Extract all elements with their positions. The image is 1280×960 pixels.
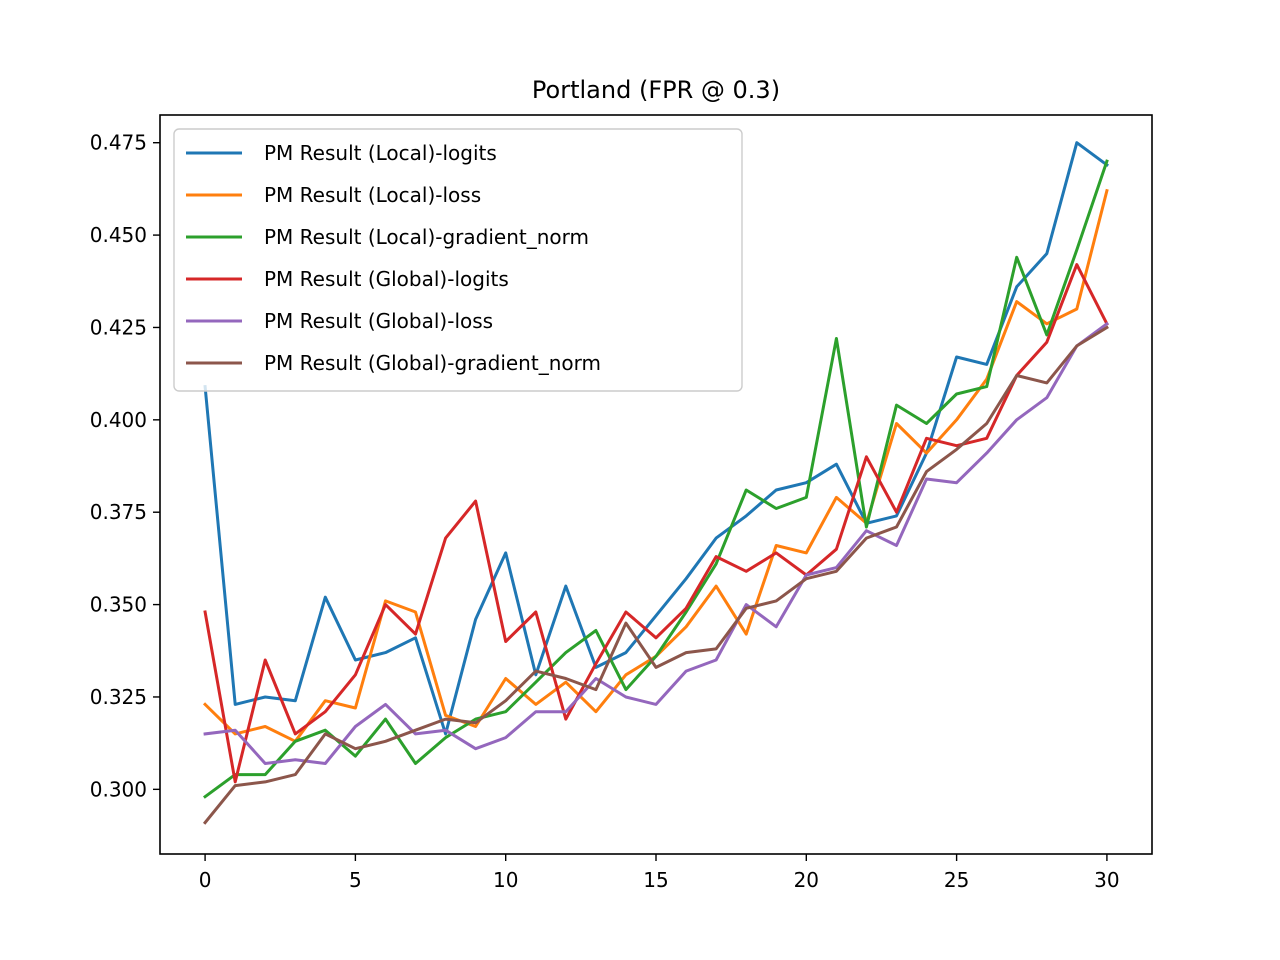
series-line-6 — [202, 325, 1109, 825]
y-tick-label: 0.400 — [90, 408, 147, 432]
legend: PM Result (Local)-logits PM Result (Local… — [173, 128, 743, 392]
series-line-1 — [203, 141, 1109, 736]
y-tick-label: 0.300 — [90, 777, 147, 801]
y-tick-label: 0.425 — [90, 315, 147, 339]
x-tick-label: 10 — [493, 868, 518, 892]
y-tick-label: 0.350 — [90, 593, 147, 617]
series-line-5 — [203, 321, 1109, 765]
series-line-3 — [203, 159, 1109, 799]
x-tick-label: 25 — [944, 868, 969, 892]
series-line-4 — [203, 263, 1109, 784]
legend-label-4: PM Result (Global)-logits — [264, 267, 509, 291]
y-tick-label: 0.450 — [90, 223, 147, 247]
legend-label-1: PM Result (Local)-logits — [264, 141, 497, 165]
chart-title: Portland (FPR @ 0.3) — [532, 76, 780, 104]
series-layer — [202, 141, 1109, 825]
y-tick-label: 0.325 — [90, 685, 147, 709]
x-tick-label: 30 — [1094, 868, 1119, 892]
legend-label-5: PM Result (Global)-loss — [264, 309, 493, 333]
x-tick-label: 0 — [199, 868, 212, 892]
legend-label-6: PM Result (Global)-gradient_norm — [264, 351, 601, 375]
legend-label-2: PM Result (Local)-loss — [264, 183, 481, 207]
x-tick-label: 15 — [643, 868, 668, 892]
y-tick-label: 0.475 — [90, 131, 147, 155]
x-tick-label: 5 — [349, 868, 362, 892]
x-tick-label: 20 — [794, 868, 819, 892]
y-tick-label: 0.375 — [90, 500, 147, 524]
axes: 0 5 10 15 20 25 30 0.300 0.325 0.350 0.375 0.400 0.4… — [90, 131, 1120, 892]
legend-label-3: PM Result (Local)-gradient_norm — [264, 225, 589, 249]
legend-box — [173, 128, 743, 392]
